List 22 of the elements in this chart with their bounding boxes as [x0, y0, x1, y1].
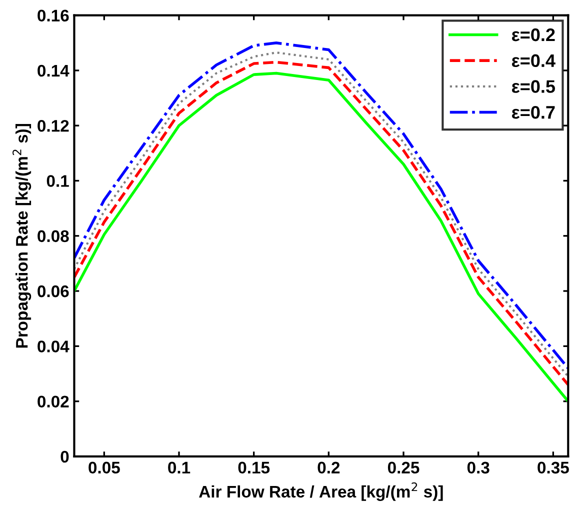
x-axis-title: Air Flow Rate / Area [kg/(m$^{2}$ s)] — [199, 482, 443, 501]
y-axis-title: Propagation Rate [kg/(m$^{2}$ s)] — [12, 124, 32, 348]
x-tick-label: 0.1 — [168, 462, 190, 474]
y-tick-label: 0.06 — [38, 285, 69, 298]
x-tick-label: 0.15 — [238, 462, 270, 474]
y-tick-label: 0 — [60, 450, 69, 463]
y-tick-label: 0.14 — [38, 64, 70, 77]
y-tick-label: 0.04 — [38, 340, 70, 352]
legend-label: ε=0.5 — [512, 80, 556, 93]
y-tick-label: 0.1 — [46, 175, 69, 187]
y-tick-label: 0.16 — [38, 10, 69, 22]
x-tick-label: 0.05 — [88, 462, 120, 474]
x-tick-label: 0.3 — [467, 462, 490, 474]
y-tick-label: 0.08 — [38, 230, 69, 242]
legend-label: ε=0.7 — [512, 106, 555, 119]
y-tick-label: 0.02 — [38, 396, 69, 408]
y-tick-label: 0.12 — [38, 120, 69, 132]
x-tick-label: 0.25 — [388, 462, 420, 474]
legend-label: ε=0.4 — [512, 54, 556, 68]
x-tick-label: 0.2 — [318, 462, 340, 474]
x-tick-label: 0.35 — [538, 462, 569, 474]
legend-label: ε=0.2 — [512, 28, 555, 42]
